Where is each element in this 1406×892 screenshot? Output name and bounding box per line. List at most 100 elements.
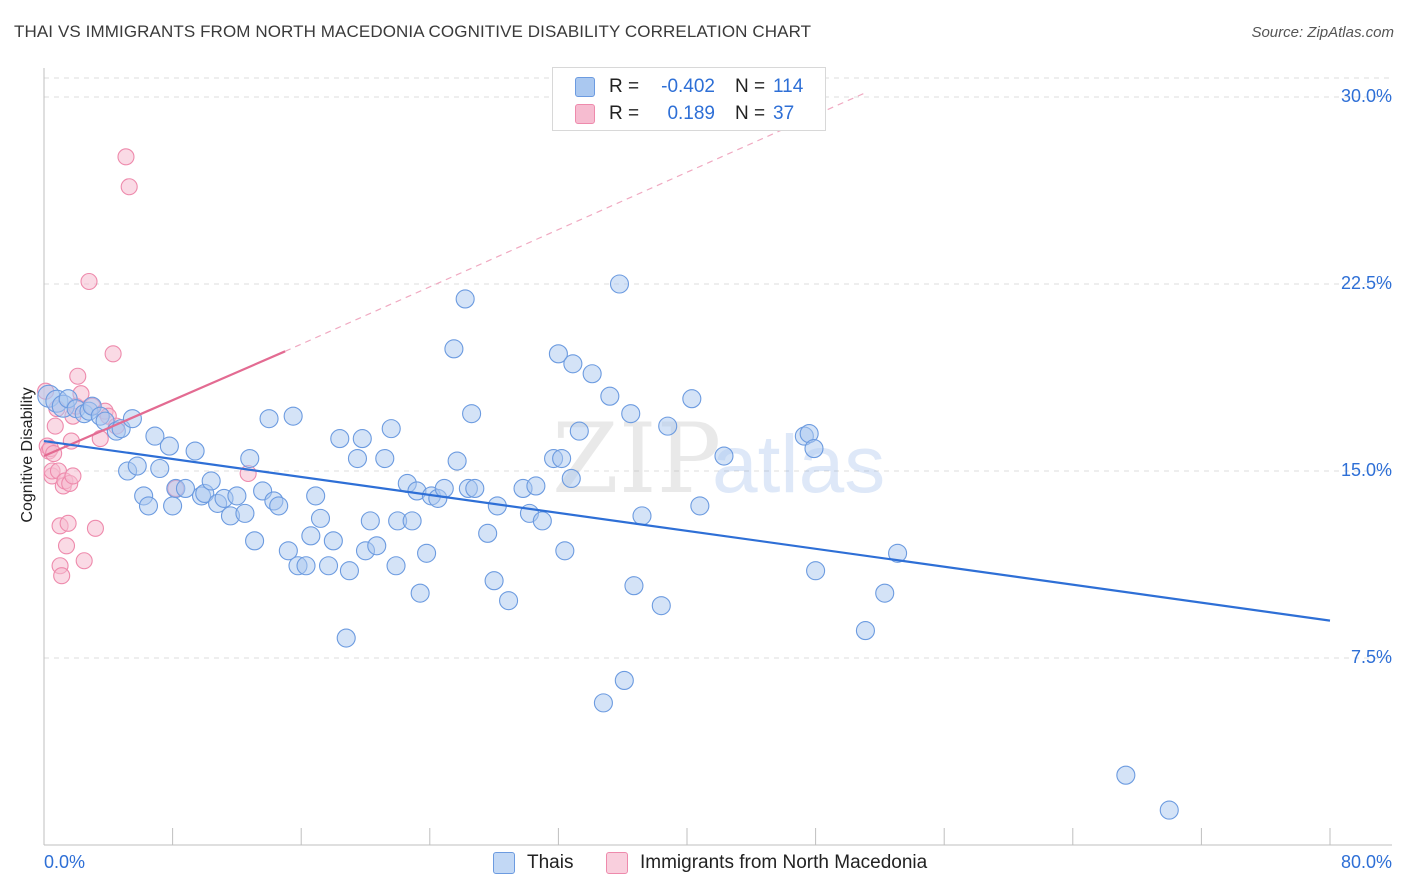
data-point-thais (259, 409, 279, 429)
legend-r-value: 0.189 (667, 103, 715, 124)
data-point-thais (278, 541, 298, 561)
data-point-thais (323, 531, 343, 551)
data-point-thais (555, 541, 575, 561)
data-point-thais (227, 486, 247, 506)
y-tick-label-30: 30.0% (1340, 86, 1392, 106)
data-point-thais (806, 561, 826, 581)
data-point-thais (561, 468, 581, 489)
data-point-thais (462, 404, 482, 424)
data-point-immigrants (86, 519, 104, 537)
data-point-thais (336, 628, 356, 648)
data-point-thais (609, 274, 630, 294)
data-point-immigrants (75, 552, 93, 570)
data-point-thais (875, 583, 895, 603)
data-point-thais (465, 478, 485, 499)
legend-n-label: N = (735, 76, 766, 97)
series-thais-points (37, 274, 1179, 820)
data-point-thais (375, 448, 395, 469)
data-point-thais (434, 478, 454, 499)
data-point-thais (624, 576, 644, 596)
y-tick-label-7-5: 7.5% (1350, 647, 1392, 667)
data-point-immigrants (69, 367, 87, 385)
legend-item-immigrants[interactable]: Immigrants from North Macedonia (606, 852, 927, 874)
data-point-thais (569, 421, 589, 441)
legend-swatch-pink (575, 104, 595, 124)
data-point-thais (347, 448, 368, 469)
data-point-immigrants (117, 148, 135, 166)
data-point-thais (283, 406, 303, 426)
data-point-thais (888, 543, 908, 563)
data-point-thais (245, 531, 265, 551)
data-point-immigrants (57, 537, 76, 555)
data-point-thais (658, 416, 678, 436)
data-point-thais (352, 429, 372, 449)
data-point-thais (855, 621, 875, 641)
data-point-thais (381, 419, 401, 439)
legend-n-value: 114 (773, 76, 804, 97)
source-label: Source: ZipAtlas.com (1251, 24, 1394, 41)
data-point-thais (410, 583, 430, 603)
data-point-immigrants (104, 345, 122, 363)
data-point-thais (1159, 800, 1179, 820)
data-point-thais (367, 536, 387, 556)
data-point-thais (175, 478, 196, 499)
data-point-thais (235, 503, 255, 523)
data-point-thais (150, 458, 170, 479)
data-point-immigrants (120, 178, 138, 196)
legend-swatch-immigrants (606, 852, 628, 874)
data-point-thais (455, 289, 475, 309)
legend-swatch-thais (493, 852, 515, 874)
data-point-thais (201, 471, 221, 491)
data-point-thais (386, 556, 406, 576)
y-tick-label-22-5: 22.5% (1340, 273, 1392, 293)
data-point-thais (499, 591, 519, 611)
data-point-thais (548, 344, 568, 364)
data-point-thais (138, 496, 159, 516)
legend-n-label: N = (735, 103, 766, 124)
x-tick-label-min: 0.0% (44, 852, 86, 872)
data-point-thais (714, 446, 734, 466)
data-point-thais (614, 670, 634, 690)
legend-n-value: 37 (773, 103, 795, 124)
legend-row-immigrants: R = 0.189 N = 37 (575, 102, 813, 126)
data-point-thais (330, 429, 350, 449)
data-point-thais (306, 486, 326, 506)
data-point-thais (552, 448, 572, 469)
data-point-thais (127, 456, 147, 476)
legend-item-thais[interactable]: Thais (493, 852, 573, 874)
data-point-immigrants (64, 467, 82, 485)
legend-row-thais: R = -0.402 N = 114 (575, 75, 813, 99)
data-point-thais (163, 496, 183, 516)
data-point-thais (310, 508, 331, 528)
data-point-thais (159, 436, 179, 456)
data-point-thais (145, 426, 165, 446)
data-point-thais (526, 476, 546, 496)
trend-line-thais (43, 439, 1331, 622)
data-point-immigrants (59, 514, 77, 532)
data-point-thais (621, 404, 641, 424)
data-point-thais (532, 511, 552, 531)
data-point-immigrants (80, 272, 98, 291)
data-point-thais (651, 596, 671, 616)
data-point-thais (301, 526, 321, 546)
data-point-immigrants (46, 417, 64, 435)
stats-legend: R = -0.402 N = 114 R = 0.189 N = 37 (552, 67, 826, 131)
data-point-thais (1116, 765, 1136, 785)
data-point-thais (240, 448, 260, 469)
legend-label-thais: Thais (527, 852, 574, 873)
data-point-thais (269, 496, 289, 516)
data-point-thais (402, 511, 422, 531)
data-point-thais (478, 523, 498, 543)
data-point-thais (185, 441, 205, 461)
data-point-thais (690, 496, 710, 516)
legend-r-label: R = (609, 103, 640, 124)
data-point-thais (484, 571, 504, 591)
legend-r-value: -0.402 (661, 76, 715, 97)
data-point-thais (417, 543, 437, 563)
trend-line-immigrants (43, 350, 286, 458)
legend-swatch-blue (575, 77, 595, 97)
data-point-thais (804, 439, 824, 459)
data-point-thais (563, 354, 583, 374)
data-point-thais (600, 386, 620, 406)
trend-lines (43, 91, 1331, 622)
